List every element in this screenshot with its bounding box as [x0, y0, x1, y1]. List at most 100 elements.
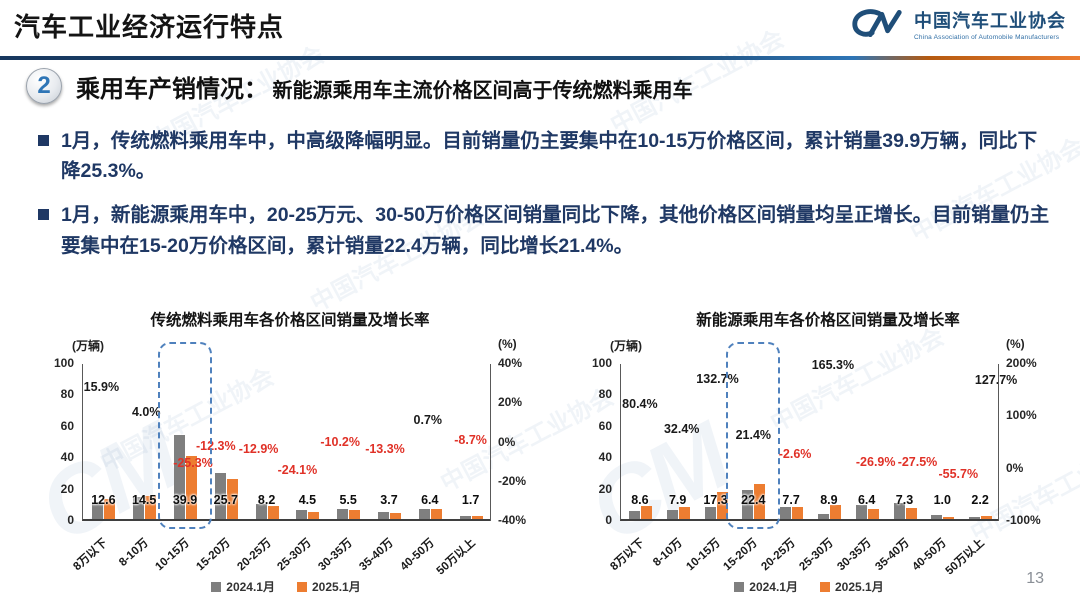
bar-2024: [931, 515, 943, 519]
bar-2024: [704, 507, 716, 519]
bar-2024: [337, 509, 349, 519]
right-axis-tick-label: -100%: [1006, 513, 1041, 527]
page-number: 13: [1026, 570, 1044, 587]
growth-rate-label: -26.9%: [855, 454, 896, 469]
org-logo: 中国汽车工业协会 China Association of Automobile…: [848, 6, 1066, 47]
legend-item: 2025.1月: [297, 578, 361, 595]
growth-rate-label: -12.3%: [195, 439, 236, 454]
bar-2025: [981, 515, 993, 519]
bar-2024: [92, 501, 104, 519]
right-axis-line: [490, 364, 491, 521]
bullet-list: 1月，传统燃料乘用车中，中高级降幅明显。目前销量仍主要集中在10-15万价格区间…: [38, 126, 1050, 275]
bar-2025: [829, 505, 841, 519]
left-axis-tick-label: 100: [591, 356, 612, 370]
highlight-dashed-box: [726, 342, 781, 529]
bar-2025: [267, 506, 279, 519]
growth-rate-label: -2.6%: [778, 447, 812, 462]
cam-logo-icon: [848, 6, 906, 47]
growth-rate-label: -13.3%: [365, 442, 405, 457]
left-axis-unit: (万辆): [72, 339, 104, 353]
bar-2025: [792, 506, 804, 519]
bar-value-label: 1.7: [461, 493, 480, 507]
left-axis-tick-label: 0: [67, 513, 74, 527]
bar-value-label: 17.3: [703, 493, 728, 507]
section-heading: 2 乘用车产销情况： 新能源乘用车主流价格区间高于传统燃料乘用车: [26, 68, 692, 104]
chart-legend: 2024.1月 2025.1月: [82, 578, 490, 595]
bar-value-label: 2.2: [971, 493, 989, 507]
bar-value-label: 8.9: [820, 493, 838, 507]
right-axis-tick-label: 0%: [498, 434, 516, 449]
bar-2025: [678, 506, 690, 519]
legend-label: 2024.1月: [226, 580, 275, 594]
bar-value-label: 4.5: [298, 493, 317, 507]
section-number-badge: 2: [26, 68, 62, 104]
growth-rate-label: 4.0%: [131, 404, 161, 419]
growth-rate-label: -8.7%: [454, 432, 487, 447]
growth-rate-label: -55.7%: [938, 467, 979, 482]
left-axis-tick-label: 60: [60, 418, 74, 433]
bar-value-label: 3.7: [380, 493, 398, 507]
left-axis-tick-label: 60: [598, 418, 612, 433]
bar-2024: [296, 509, 308, 519]
page-title: 汽车工业经济运行特点: [14, 12, 285, 42]
left-axis-tick-label: 20: [598, 481, 612, 496]
bar-2025: [226, 478, 238, 519]
chart-legend: 2024.1月 2025.1月: [620, 578, 998, 595]
left-axis-tick-label: 0: [605, 513, 612, 527]
growth-rate-label: 32.4%: [663, 421, 700, 436]
bar-2025: [186, 456, 197, 519]
bar-2024: [780, 506, 792, 519]
right-axis-tick-label: 20%: [498, 395, 523, 410]
growth-rate-label: 127.7%: [974, 373, 1018, 388]
bullet-square-icon: [38, 135, 49, 146]
legend-swatch: [211, 581, 222, 592]
bar-value-label: 8.2: [257, 493, 276, 507]
bar-2024: [214, 473, 226, 519]
bar-2025: [471, 516, 483, 519]
bar-2024: [817, 513, 829, 519]
bar-value-label: 12.6: [91, 493, 116, 507]
bar-2025: [430, 508, 442, 519]
legend-item: 2025.1月: [820, 578, 884, 595]
right-axis-unit: (%): [498, 337, 517, 351]
bullet-text: 1月，传统燃料乘用车中，中高级降幅明显。目前销量仍主要集中在10-15万价格区间…: [61, 130, 1038, 183]
bar-value-label: 6.4: [857, 493, 876, 507]
bar-2025: [104, 499, 116, 519]
bar-2024: [666, 509, 678, 519]
chart-traditional-fuel: 传统燃料乘用车各价格区间销量及增长率 (万辆) (%) 12.6 14.5 39.9…: [30, 300, 550, 605]
section-heading-main: 乘用车产销情况：: [76, 75, 268, 103]
bar-value-label: 39.9: [172, 493, 198, 507]
bar-2024: [855, 505, 867, 519]
org-name-cn: 中国汽车工业协会: [914, 11, 1066, 32]
growth-rate-label: 21.4%: [735, 428, 772, 443]
growth-rate-label: 15.9%: [83, 379, 120, 394]
bar-2024: [893, 503, 905, 519]
growth-rate-label: -12.9%: [238, 442, 279, 457]
bar-value-label: 7.7: [782, 493, 800, 507]
bar-2025: [754, 483, 766, 519]
highlight-dashed-box: [158, 342, 212, 529]
bar-2025: [640, 505, 652, 519]
legend-swatch: [734, 581, 745, 592]
right-axis-tick-label: 40%: [498, 356, 523, 370]
right-axis-tick-label: -20%: [498, 473, 527, 488]
growth-rate-label: 165.3%: [811, 357, 855, 372]
left-axis-tick-label: 20: [60, 481, 74, 496]
bar-2024: [742, 489, 754, 519]
bar-2025: [145, 496, 157, 519]
right-axis-tick-label: -40%: [498, 513, 527, 527]
bullet-item: 1月，新能源乘用车中，20-25万元、30-50万价格区间销量同比下降，其他价格…: [38, 200, 1050, 260]
bar-2024: [969, 517, 981, 519]
bar-value-label: 22.4: [741, 493, 766, 507]
bar-2024: [459, 516, 471, 519]
bar-value-label: 14.5: [132, 493, 157, 507]
bar-value-label: 8.6: [631, 493, 649, 507]
bar-value-label: 6.4: [421, 493, 439, 507]
left-axis-tick-label: 40: [598, 450, 612, 465]
bar-2025: [867, 508, 879, 519]
bullet-text: 1月，新能源乘用车中，20-25万元、30-50万价格区间销量同比下降，其他价格…: [61, 204, 1050, 257]
section-heading-sub: 新能源乘用车主流价格区间高于传统燃料乘用车: [272, 79, 693, 102]
legend-label: 2024.1月: [749, 580, 798, 594]
growth-rate-label: -24.1%: [277, 462, 318, 477]
